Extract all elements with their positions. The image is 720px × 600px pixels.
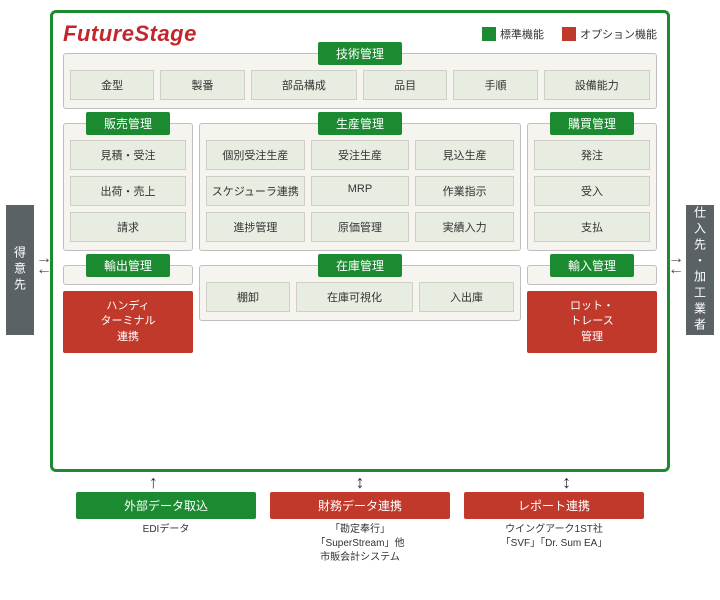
section-production-header: 生産管理 [318, 112, 402, 135]
purch-tile-2: 支払 [534, 212, 650, 242]
section-export: 輸出管理 [63, 265, 193, 285]
tech-tile-0: 金型 [70, 70, 154, 100]
section-inventory-header: 在庫管理 [318, 254, 402, 277]
prod-tile-1: 受注生産 [311, 140, 410, 170]
section-export-header: 輸出管理 [86, 254, 170, 277]
tech-tiles: 金型製番部品構成品目手順設備能力 [70, 70, 650, 100]
prod-tile-7: 原価管理 [311, 212, 410, 242]
external-sub-1: 「勘定奉行」「SuperStream」他市販会計システム [270, 523, 450, 565]
prod-tile-2: 見込生産 [415, 140, 514, 170]
legend-swatch-red [562, 27, 576, 41]
legend-std-label: 標準機能 [500, 26, 544, 42]
export-option-tile: ハンディターミナル連携 [63, 291, 193, 353]
tech-tile-4: 手順 [453, 70, 537, 100]
tech-tile-3: 品目 [363, 70, 447, 100]
prod-tile-3: スケジューラ連携 [206, 176, 305, 206]
section-inventory: 在庫管理 棚卸在庫可視化入出庫 [199, 265, 521, 321]
sidebar-left: 得意先 [6, 205, 34, 335]
section-sales-header: 販売管理 [86, 112, 170, 135]
prod-tile-6: 進捗管理 [206, 212, 305, 242]
sales-tile-0: 見積・受注 [70, 140, 186, 170]
brand-title: FutureStage [63, 21, 197, 47]
sales-tile-2: 請求 [70, 212, 186, 242]
tech-tile-2: 部品構成 [251, 70, 357, 100]
inv-tile-0: 棚卸 [206, 282, 290, 312]
main-panel: FutureStage 標準機能 オプション機能 技術管理 金型製番部品構成品目… [50, 10, 670, 472]
inv-tile-1: 在庫可視化 [296, 282, 413, 312]
section-tech: 技術管理 金型製番部品構成品目手順設備能力 [63, 53, 657, 109]
legend-opt-label: オプション機能 [580, 26, 657, 42]
external-sub-0: EDIデータ [76, 523, 256, 537]
legend-swatch-green [482, 27, 496, 41]
purch-tile-0: 発注 [534, 140, 650, 170]
inv-tile-2: 入出庫 [419, 282, 514, 312]
section-import-header: 輸入管理 [550, 254, 634, 277]
prod-tile-4: MRP [311, 176, 410, 206]
import-option-tile: ロット・トレース管理 [527, 291, 657, 353]
external-header-2: レポート連携 [464, 492, 644, 519]
section-tech-header: 技術管理 [318, 42, 402, 65]
arrow-right: →← [668, 253, 684, 275]
external-block-2: レポート連携ウイングアーク1ST社「SVF」「Dr. Sum EA」 [464, 492, 644, 565]
prod-tile-5: 作業指示 [415, 176, 514, 206]
section-sales: 販売管理 見積・受注出荷・売上請求 [63, 123, 193, 251]
section-purchase-header: 購買管理 [550, 112, 634, 135]
legend: 標準機能 オプション機能 [482, 26, 657, 42]
tech-tile-5: 設備能力 [544, 70, 650, 100]
section-import: 輸入管理 [527, 265, 657, 285]
section-production: 生産管理 個別受注生産受注生産見込生産スケジューラ連携MRP作業指示進捗管理原価… [199, 123, 521, 251]
external-header-0: 外部データ取込 [76, 492, 256, 519]
external-block-0: 外部データ取込 EDIデータ [76, 492, 256, 565]
external-header-1: 財務データ連携 [270, 492, 450, 519]
prod-tile-8: 実績入力 [415, 212, 514, 242]
bottom-arrows: ↑↕↕ [50, 472, 670, 493]
external-block-1: 財務データ連携「勘定奉行」「SuperStream」他市販会計システム [270, 492, 450, 565]
tech-tile-1: 製番 [160, 70, 244, 100]
external-sub-2: ウイングアーク1ST社「SVF」「Dr. Sum EA」 [464, 523, 644, 551]
external-row: 外部データ取込 EDIデータ財務データ連携「勘定奉行」「SuperStream」他… [50, 492, 670, 565]
sales-tile-1: 出荷・売上 [70, 176, 186, 206]
prod-tile-0: 個別受注生産 [206, 140, 305, 170]
sidebar-right: 仕入先・加工業者 [686, 205, 714, 335]
purch-tile-1: 受入 [534, 176, 650, 206]
section-purchase: 購買管理 発注受入支払 [527, 123, 657, 251]
